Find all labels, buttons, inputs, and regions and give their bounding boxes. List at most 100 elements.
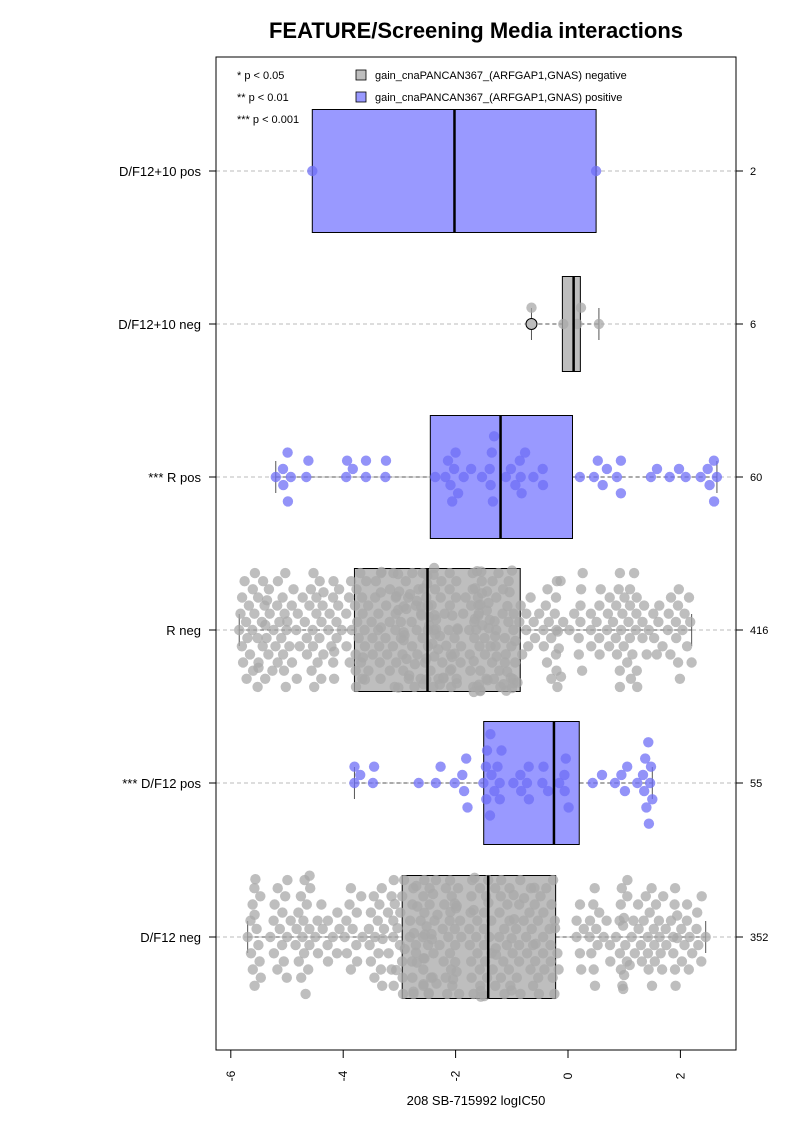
data-point	[676, 923, 687, 935]
data-point	[293, 956, 304, 967]
data-point	[345, 883, 357, 894]
group-label: D/F12+10 pos	[119, 164, 202, 179]
data-point	[552, 681, 563, 693]
data-point	[637, 632, 648, 644]
data-point	[291, 923, 302, 935]
data-point	[245, 948, 257, 959]
data-point	[696, 956, 707, 967]
data-point	[359, 624, 370, 636]
data-point	[577, 567, 588, 579]
group-label: D/F12 neg	[140, 930, 201, 945]
data-point	[489, 785, 500, 797]
significance-legend-entry: *** p < 0.001	[237, 114, 299, 126]
data-point	[695, 471, 706, 483]
data-point	[618, 983, 629, 995]
data-point	[552, 948, 563, 959]
data-point	[251, 923, 262, 935]
data-point	[263, 584, 275, 595]
data-point	[450, 956, 461, 968]
data-point	[237, 657, 249, 668]
data-point	[555, 575, 566, 587]
data-point	[515, 769, 526, 781]
data-point	[665, 649, 676, 660]
data-point	[404, 670, 415, 681]
data-point	[406, 641, 418, 652]
data-point	[406, 616, 417, 628]
data-point	[407, 567, 418, 579]
data-point	[616, 769, 627, 781]
data-point	[452, 488, 464, 499]
data-point	[464, 923, 475, 935]
data-point	[671, 632, 682, 644]
data-point	[519, 447, 531, 458]
data-point	[294, 641, 305, 652]
data-point	[368, 761, 380, 772]
data-point	[649, 956, 660, 967]
data-point	[594, 632, 605, 644]
data-point	[247, 584, 258, 595]
data-point	[683, 592, 695, 603]
data-point	[622, 761, 633, 772]
data-point	[471, 931, 482, 943]
data-point	[281, 931, 293, 943]
data-point	[700, 931, 711, 943]
data-point	[529, 632, 541, 644]
data-point	[676, 956, 688, 967]
data-point	[617, 920, 629, 931]
data-point	[500, 649, 511, 660]
data-point	[298, 948, 310, 959]
data-point	[500, 471, 512, 483]
data-point	[410, 947, 422, 958]
data-point	[397, 891, 408, 902]
data-point	[614, 567, 626, 579]
data-point	[374, 657, 385, 668]
data-point	[495, 891, 506, 902]
data-point	[611, 600, 622, 611]
x-tick-label: 0	[561, 1072, 575, 1079]
data-point	[391, 657, 402, 668]
data-point	[496, 745, 507, 756]
data-point	[444, 875, 456, 886]
data-point	[661, 939, 672, 951]
data-point	[303, 964, 314, 975]
data-point	[356, 592, 368, 603]
data-point	[483, 597, 494, 609]
data-point	[373, 608, 384, 619]
data-point	[644, 907, 655, 918]
data-point	[363, 665, 374, 676]
data-point	[653, 616, 664, 628]
data-point	[252, 632, 263, 644]
data-point	[546, 632, 557, 644]
data-point	[314, 632, 325, 644]
data-point	[430, 614, 442, 625]
data-point	[236, 592, 248, 603]
data-point	[350, 665, 361, 676]
data-point	[651, 649, 662, 660]
data-point	[264, 608, 275, 619]
data-point	[272, 657, 283, 668]
data-point	[588, 899, 599, 910]
data-point	[601, 463, 613, 475]
data-point	[670, 616, 682, 628]
data-point	[464, 939, 475, 951]
data-point	[389, 898, 400, 910]
data-point	[490, 949, 502, 960]
data-point	[479, 907, 490, 918]
data-point	[506, 933, 517, 944]
data-point	[619, 785, 631, 797]
data-point	[444, 600, 456, 611]
data-point	[239, 576, 250, 587]
data-point	[290, 939, 301, 951]
data-point	[542, 785, 554, 797]
data-point	[276, 939, 288, 951]
data-point	[383, 948, 394, 959]
data-point	[384, 616, 395, 628]
data-point	[545, 956, 556, 967]
data-point	[596, 769, 608, 781]
data-point	[437, 923, 448, 935]
data-point	[564, 624, 575, 636]
data-point	[494, 931, 505, 943]
data-point	[538, 907, 549, 918]
data-point	[460, 592, 471, 603]
data-point	[263, 649, 274, 660]
